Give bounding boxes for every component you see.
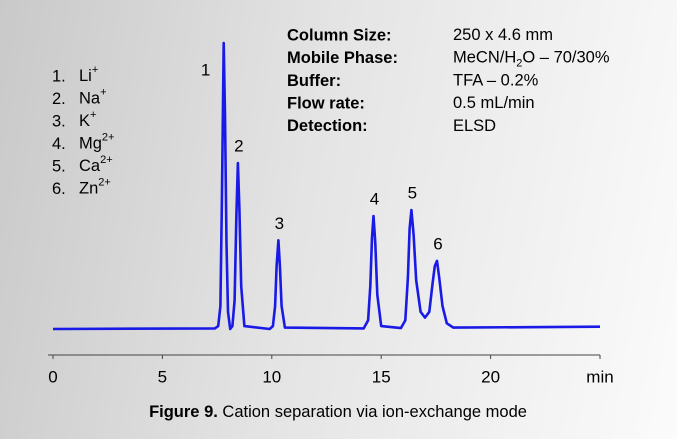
ion-name: Zn2+ xyxy=(79,176,111,197)
ion-charge: 2+ xyxy=(98,176,111,188)
ion-symbol: K xyxy=(79,112,90,130)
caption-text: Cation separation via ion-exchange mode xyxy=(218,403,527,421)
ion-symbol: Mg xyxy=(79,135,102,153)
ion-name: Na+ xyxy=(79,86,107,107)
condition-value: TFA – 0.2% xyxy=(453,72,539,90)
ion-number: 3. xyxy=(52,112,66,130)
x-tick-label: 0 xyxy=(48,367,57,386)
ion-number: 6. xyxy=(52,180,66,198)
ion-name: Ca2+ xyxy=(79,154,113,175)
condition-value: ELSD xyxy=(453,117,496,135)
trace xyxy=(52,41,601,331)
ion-charge: + xyxy=(100,86,106,98)
condition-value: 250 x 4.6 mm xyxy=(453,26,553,44)
ion-symbol: Na xyxy=(79,90,101,108)
value-part: ELSD xyxy=(453,117,496,135)
condition-value: MeCN/H2O – 70/30% xyxy=(453,49,610,70)
subscript: 2 xyxy=(516,58,522,70)
peak-label: 2 xyxy=(234,137,243,156)
condition-value: 0.5 mL/min xyxy=(453,94,535,112)
caption-label: Figure 9. xyxy=(149,403,218,421)
value-part: MeCN/H xyxy=(453,49,516,67)
ion-number: 1. xyxy=(52,67,66,85)
condition-label: Detection: xyxy=(287,117,368,135)
x-tick-label: 20 xyxy=(481,367,500,386)
x-tick-label: 15 xyxy=(372,367,391,386)
value-part: 250 x 4.6 mm xyxy=(453,26,553,44)
peak-label: 4 xyxy=(370,190,379,209)
value-part: 0.5 mL/min xyxy=(453,94,535,112)
peak-label: 3 xyxy=(275,214,284,233)
x-tick-label: 5 xyxy=(158,367,167,386)
value-part: O – 70/30% xyxy=(522,49,609,67)
ion-charge: + xyxy=(92,64,98,76)
value-part: TFA – 0.2% xyxy=(453,72,539,90)
peak-label: 6 xyxy=(433,234,442,253)
ion-name: K+ xyxy=(79,109,96,130)
ion-symbol: Ca xyxy=(79,157,101,175)
ion-charge: 2+ xyxy=(100,154,113,166)
ion-name: Li+ xyxy=(79,64,98,85)
ion-charge: 2+ xyxy=(102,131,115,143)
ion-number: 2. xyxy=(52,90,66,108)
condition-label: Column Size: xyxy=(287,26,392,44)
ion-number: 4. xyxy=(52,135,66,153)
x-tick-label: min xyxy=(586,367,613,386)
ion-number: 5. xyxy=(52,157,66,175)
condition-label: Flow rate: xyxy=(287,94,365,112)
condition-label: Buffer: xyxy=(287,72,341,90)
caption: Figure 9. Cation separation via ion-exch… xyxy=(149,403,527,421)
peak-label: 5 xyxy=(408,184,417,203)
ion-symbol: Zn xyxy=(79,180,98,198)
condition-label: Mobile Phase: xyxy=(287,49,398,67)
ion-charge: + xyxy=(90,109,96,121)
ion-symbol: Li xyxy=(79,67,92,85)
x-tick-label: 10 xyxy=(262,367,281,386)
ion-name: Mg2+ xyxy=(79,131,114,152)
peak-label: 1 xyxy=(201,60,210,79)
